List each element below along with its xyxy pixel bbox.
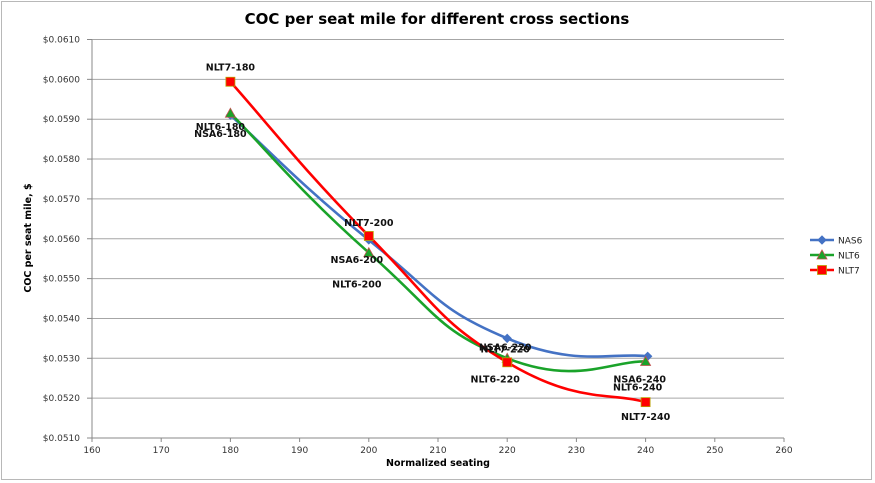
data-label: NSA6-220 [479,342,532,353]
x-tick-label: 230 [568,446,585,456]
y-tick-label: $0.0510 [43,434,80,444]
series-line-nlt7 [229,80,647,404]
series-markers [224,76,653,408]
x-tick-label: 210 [429,446,446,456]
data-label: NLT7-220 [481,344,531,355]
data-point-nlt6 [639,355,652,366]
x-axis-label: Normalized seating [386,458,490,469]
data-label: NLT7-240 [621,412,671,423]
y-axis-label: COC per seat mile, $ [23,183,34,292]
y-tick-label: $0.0590 [43,115,80,125]
data-label: NLT6-220 [471,374,521,385]
y-tick-label: $0.0610 [43,36,80,46]
legend-label: NLT6 [838,252,860,262]
data-label: NLT7-200 [344,218,394,229]
data-label: NSA6-180 [194,129,247,140]
x-tick-label: 260 [775,446,792,456]
legend-marker [817,265,827,275]
data-point-nlt7 [363,231,374,241]
x-tick-label: 170 [153,446,170,456]
data-label: NSA6-200 [331,255,384,266]
y-tick-label: $0.0540 [43,314,80,324]
gridlines [92,39,784,399]
data-point-nlt7 [225,76,236,87]
data-point-nas6 [502,333,512,344]
y-tick-label: $0.0570 [43,195,80,205]
legend-item-nlt6: NLT6 [810,249,860,262]
data-label: NLT6-180 [196,122,246,133]
legend-label: NLT7 [838,267,860,277]
y-tick-label: $0.0600 [43,75,80,85]
legend-marker [817,235,827,245]
data-label: NLT6-240 [613,382,663,393]
y-tick-label: $0.0520 [43,394,80,404]
legend-item-nas6: NAS6 [810,235,863,247]
data-label: NLT6-200 [332,280,382,291]
data-point-nlt6 [224,107,237,118]
legend: NAS6 NLT6 NLT7 [810,235,863,277]
x-tick-label: 200 [360,446,377,456]
x-tick-label: 240 [637,446,654,456]
data-label: NSA6-240 [613,374,666,385]
x-tick-label: 180 [222,446,239,456]
legend-marker [816,249,828,260]
y-tick-label: $0.0530 [43,354,80,364]
chart-title: COC per seat mile for different cross se… [245,10,630,28]
data-label: NLT7-180 [206,63,256,74]
y-tick-label: $0.0580 [43,155,80,165]
y-tick-label: $0.0560 [43,235,80,245]
legend-label: NAS6 [838,237,863,247]
series-lines [229,80,649,404]
data-point-nlt6 [363,246,375,258]
data-point-nlt7 [502,357,513,368]
series-line-nas6 [229,113,649,358]
y-tick-label: $0.0550 [43,275,80,285]
data-point-nlt7 [640,397,651,408]
x-axis-ticks: 160 170 180 190 200 210 220 230 240 250 260 [83,438,793,456]
x-tick-label: 250 [706,446,723,456]
x-tick-label: 160 [83,446,100,456]
y-axis-ticks: $0.0510 $0.0520 $0.0530 $0.0540 $0.0550 $0.05… [43,36,92,444]
data-labels: NSA6-180 NSA6-200 NSA6-220 NSA6-240 NLT6-180… [194,63,671,423]
series-line-nlt6 [229,111,647,373]
legend-item-nlt7: NLT7 [810,265,860,277]
x-tick-label: 220 [499,446,516,456]
x-tick-label: 190 [291,446,308,456]
